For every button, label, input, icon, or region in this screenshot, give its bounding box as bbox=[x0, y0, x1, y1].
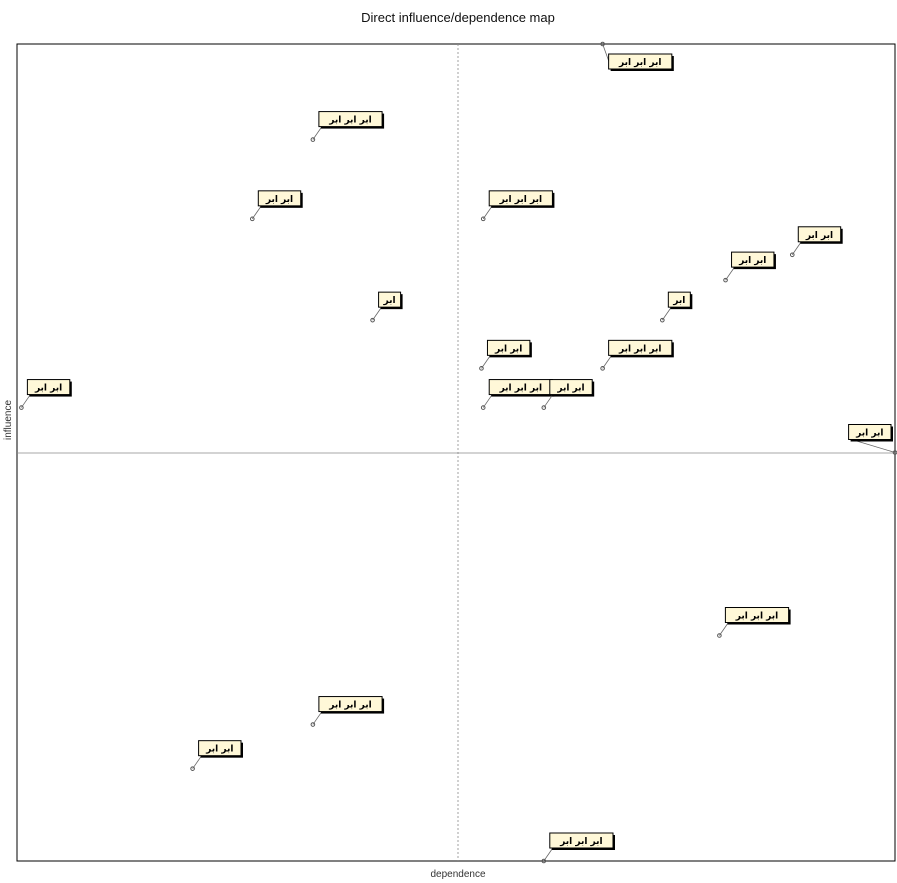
point-label: ابر ابر bbox=[738, 256, 766, 266]
point-label: ابر ابر bbox=[494, 344, 522, 354]
data-point: ابر ابر bbox=[541, 379, 595, 410]
label-box bbox=[378, 291, 402, 308]
label-box bbox=[731, 251, 775, 268]
data-point: ابر ابر ابر bbox=[310, 111, 385, 142]
plot-frame bbox=[16, 43, 896, 862]
label-leader bbox=[543, 847, 554, 862]
point-label: ابر ابر ابر bbox=[735, 612, 778, 622]
point-label: ابر ابر bbox=[855, 429, 883, 439]
data-point: ابر ابر ابر bbox=[717, 607, 791, 638]
point-marker bbox=[789, 252, 795, 258]
point-marker bbox=[190, 766, 195, 771]
label-box bbox=[608, 53, 673, 70]
point-marker bbox=[717, 633, 722, 638]
data-point: ابر ابر ابر bbox=[541, 832, 615, 864]
label-box bbox=[549, 832, 614, 849]
label-leader bbox=[791, 241, 802, 256]
point-label: ابر ابر ابر bbox=[499, 384, 542, 394]
x-axis-label: dependence bbox=[430, 869, 485, 880]
label-box bbox=[848, 424, 892, 440]
label-box bbox=[257, 190, 302, 207]
point-label: ابر ابر ابر bbox=[499, 195, 542, 205]
point-marker bbox=[660, 317, 665, 323]
label-box bbox=[318, 696, 383, 713]
data-point: ابر bbox=[660, 291, 693, 323]
point-label: ابر ابر ابر bbox=[328, 116, 371, 126]
label-leader bbox=[482, 394, 493, 408]
label-leader bbox=[251, 205, 262, 220]
point-label: ابر ابر bbox=[556, 384, 584, 394]
label-box bbox=[26, 379, 71, 396]
point-marker bbox=[19, 405, 24, 410]
data-point: ابر ابر bbox=[723, 251, 776, 283]
point-marker bbox=[541, 858, 547, 864]
label-box bbox=[318, 111, 383, 128]
data-point: ابر ابر bbox=[190, 740, 243, 771]
label-box bbox=[488, 190, 553, 207]
data-point: ابر ابر bbox=[19, 379, 72, 410]
data-point: ابر ابر ابر bbox=[600, 339, 674, 371]
point-label: ابر ابر bbox=[265, 195, 293, 205]
label-leader bbox=[21, 394, 31, 408]
label-leader bbox=[481, 355, 491, 369]
label-box bbox=[667, 291, 691, 308]
point-label: ابر ابر ابر bbox=[328, 701, 371, 711]
point-marker bbox=[310, 137, 316, 142]
point-marker bbox=[480, 405, 486, 410]
y-axis-label: influence bbox=[3, 400, 14, 440]
chart-title: Direct influence/dependence map bbox=[361, 10, 555, 25]
label-box bbox=[608, 339, 673, 356]
label-box bbox=[549, 379, 593, 396]
label-leader bbox=[719, 622, 729, 636]
label-leader bbox=[312, 711, 323, 725]
point-marker bbox=[479, 366, 484, 371]
label-leader bbox=[543, 394, 554, 408]
point-label: ابر ابر ابر bbox=[559, 837, 602, 847]
label-leader bbox=[851, 439, 896, 453]
data-point: ابر ابر bbox=[250, 190, 303, 222]
label-leader bbox=[482, 205, 493, 220]
label-leader bbox=[602, 355, 612, 369]
point-marker bbox=[600, 366, 605, 371]
data-point: ابر ابر bbox=[848, 424, 897, 455]
point-marker bbox=[370, 317, 375, 323]
point-marker bbox=[600, 41, 605, 47]
label-box bbox=[198, 740, 242, 757]
label-box bbox=[797, 226, 842, 243]
point-label: ابر ابر bbox=[205, 745, 233, 755]
label-leader bbox=[312, 126, 323, 140]
point-marker bbox=[480, 216, 486, 222]
data-point: ابر ابر ابر bbox=[600, 41, 674, 71]
data-points: ابر ابر ابر ابر ابر ابر ابر ابر ابر ابر ابر… bbox=[19, 41, 897, 864]
data-point: ابر ابر ابر bbox=[480, 379, 555, 410]
label-leader bbox=[192, 755, 202, 769]
label-leader bbox=[372, 306, 382, 321]
point-label: ابر ابر bbox=[805, 231, 833, 241]
label-leader bbox=[725, 266, 735, 281]
data-point: ابر ابر ابر bbox=[310, 696, 385, 727]
point-marker bbox=[250, 216, 255, 222]
point-label: ابر bbox=[672, 296, 685, 306]
point-label: ابر ابر bbox=[34, 384, 62, 394]
label-leader bbox=[662, 306, 672, 321]
point-label: ابر ابر ابر bbox=[618, 58, 661, 68]
point-marker bbox=[310, 722, 316, 727]
data-point: ابر ابر ابر bbox=[480, 190, 555, 222]
point-marker bbox=[723, 277, 728, 283]
label-box bbox=[724, 607, 790, 624]
point-label: ابر ابر ابر bbox=[618, 344, 661, 354]
data-point: ابر ابر bbox=[789, 226, 843, 258]
data-point: ابر bbox=[370, 291, 403, 323]
point-marker bbox=[541, 405, 547, 410]
label-box bbox=[486, 339, 531, 356]
data-point: ابر ابر bbox=[479, 339, 532, 371]
point-label: ابر bbox=[383, 296, 396, 306]
